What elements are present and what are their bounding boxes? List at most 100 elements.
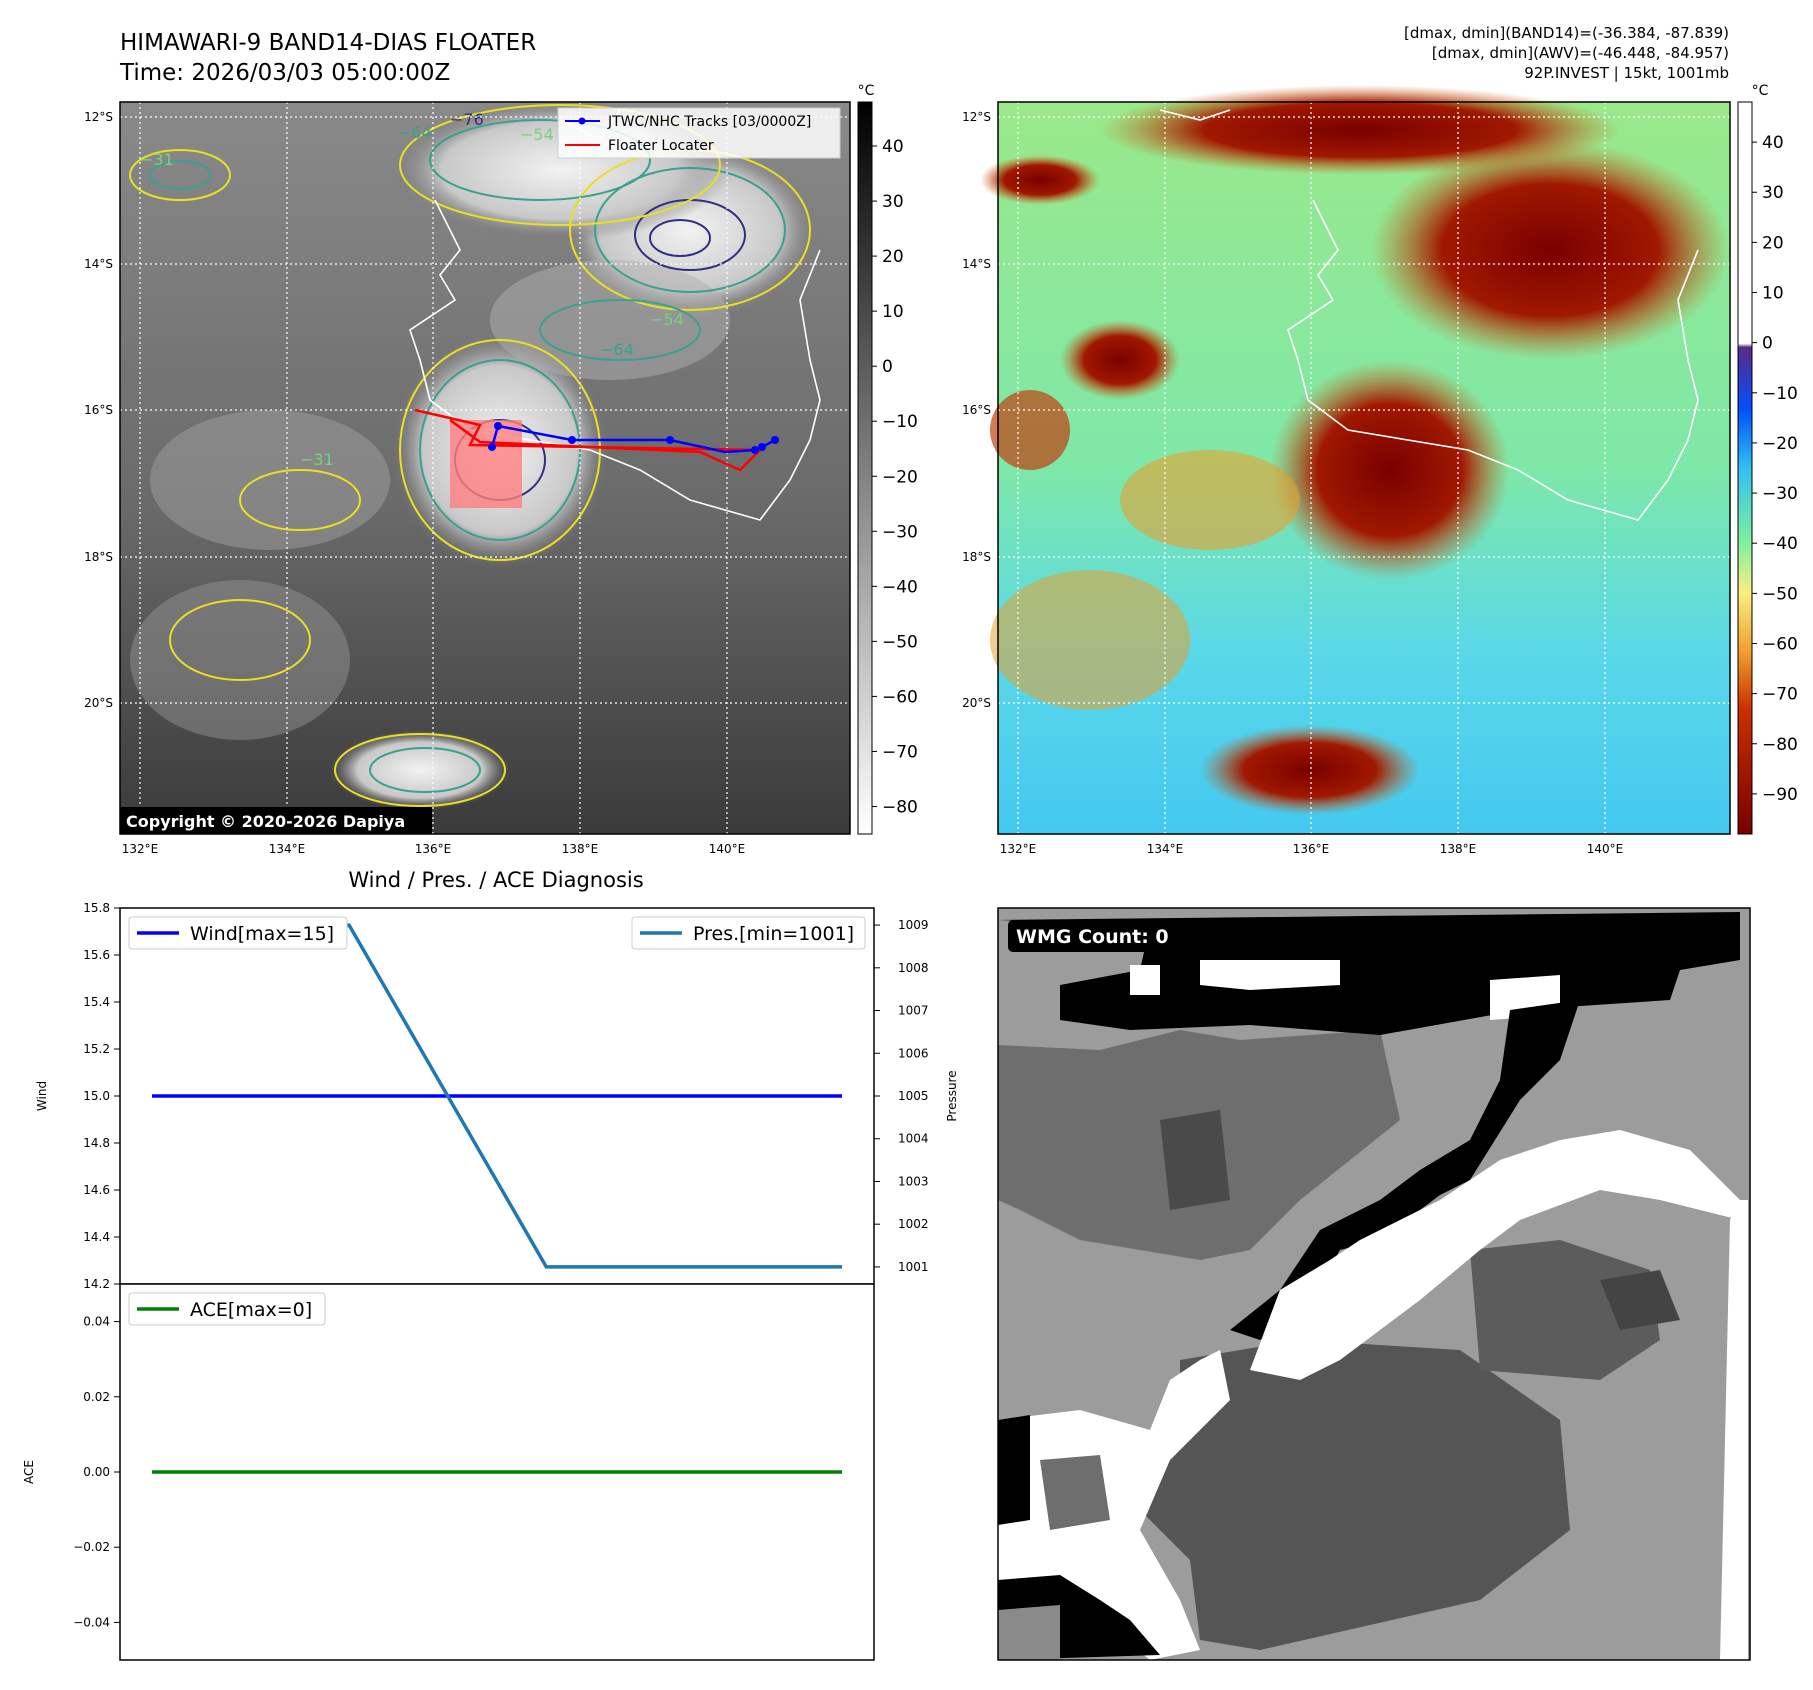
svg-text:136°E: 136°E [1293,842,1330,856]
svg-text:−76: −76 [450,110,484,129]
wind-tick-label: 15.6 [83,948,110,962]
svg-text:138°E: 138°E [1440,842,1477,856]
svg-text:16°S: 16°S [84,403,113,417]
awv-colorbar-tick-label: −50 [1762,584,1798,604]
ace-legend: ACE[max=0] [128,1292,326,1326]
copyright-box [120,807,432,834]
awv-colorbar-tick-label: −10 [1762,384,1798,404]
ace-tick-label: −0.02 [73,1540,110,1554]
wind-tick-label: 15.4 [83,995,110,1009]
ir-lon-ticks: 132°E 134°E 136°E 138°E 140°E [122,842,746,856]
ir-lat-ticks: 12°S 14°S 16°S 18°S 20°S [84,110,113,710]
legend-track-label: JTWC/NHC Tracks [03/0000Z] [607,114,811,130]
wind-tick-label: 14.2 [83,1277,110,1291]
floater-locater-path [414,408,763,472]
ir-map-frame [119,101,851,835]
pressure-legend: Pres.[min=1001] [631,916,866,950]
awv-colorbar-tick-label: 40 [1762,133,1784,153]
svg-text:−64: −64 [600,340,634,359]
info-band14: [dmax, dmin](BAND14)=(-36.384, -87.839) [1404,24,1729,42]
awv-moisture-field [980,85,1730,815]
track-point [568,436,576,444]
jtwc-track [488,422,779,454]
awv-colorbar-tick-label: −20 [1762,434,1798,454]
awv-lon-ticks: 132°E 134°E 136°E 138°E 140°E [1000,842,1624,856]
awv-coastline [1159,109,1699,521]
pressure-tick-label: 1007 [898,1004,929,1018]
awv-colorbar-tick-label: −80 [1762,735,1798,755]
awv-colorbar-tick-label: 0 [1762,334,1773,354]
awv-colorbar: °C 40 30 20 10 0 −10 −20 −30 −40 −50 −60 −70 −80 −90 [1737,83,1798,835]
track-point [666,436,674,444]
svg-text:12°S: 12°S [84,110,113,124]
ir-contour-labels: −76 −64 −54 −64 −54 −31 −31 [140,110,684,469]
ir-colorbar-tick-label: 30 [882,192,904,212]
svg-text:12°S: 12°S [962,110,991,124]
pressure-tick-label: 1004 [898,1132,929,1146]
ir-colorbar-tick-label: −10 [882,412,918,432]
ir-colorbar: °C 40 30 20 10 0 −10 −20 −30 −40 −50 −60 −70 −80 [857,83,918,835]
ace-tick-label: 0.04 [83,1315,110,1329]
svg-text:−31: −31 [300,450,334,469]
pressure-tick-label: 1006 [898,1046,929,1060]
wmg-frame [997,907,1751,1661]
svg-text:20°S: 20°S [962,696,991,710]
awv-colorbar-tick-label: −30 [1762,484,1798,504]
wind-tick-label: 14.4 [83,1230,110,1244]
wind-tick-label: 15.8 [83,901,110,915]
ace-chart: 0.04 0.02 0.00 −0.02 −0.04 ACE ACE[max=0] [22,1283,875,1661]
ir-colorbar-tick-label: 10 [882,302,904,322]
track-point [751,446,759,454]
diagnosis-title: Wind / Pres. / ACE Diagnosis [348,868,643,892]
awv-colorbar-tick-label: −90 [1762,785,1798,805]
ir-colorbar-tick-label: 0 [882,357,893,377]
svg-text:134°E: 134°E [1147,842,1184,856]
ir-colorbar-tick-label: 40 [882,137,904,157]
legend-locater-label: Floater Locater [608,138,714,154]
wind-tick-label: 15.2 [83,1042,110,1056]
ace-legend-box [128,1292,326,1326]
ir-colorbar-unit: °C [858,83,875,99]
svg-text:138°E: 138°E [562,842,599,856]
pressure-tick-label: 1001 [898,1260,929,1274]
svg-text:140°E: 140°E [1587,842,1624,856]
track-point [488,443,496,451]
ir-colorbar-gradient [857,101,873,835]
pressure-legend-box [631,916,866,950]
wind-axis-label: Wind [35,1081,49,1111]
awv-colorbar-tick-label: 30 [1762,183,1784,203]
awv-gridlines [998,102,1730,834]
ir-colorbar-tick-label: −40 [882,577,918,597]
ace-legend-label: ACE[max=0] [190,1299,312,1321]
svg-text:18°S: 18°S [84,550,113,564]
ace-axis-label: ACE [22,1460,36,1484]
svg-text:−54: −54 [650,310,684,329]
wind-legend: Wind[max=15] [128,916,348,950]
pressure-tick-label: 1009 [898,918,929,932]
awv-colorbar-tick-label: 10 [1762,284,1784,304]
awv-colorbar-tick-label: 20 [1762,233,1784,253]
ir-colorbar-tick-label: −70 [882,742,918,762]
ir-gridlines [120,102,850,834]
svg-text:136°E: 136°E [415,842,452,856]
figure-time: Time: 2026/03/03 05:00:00Z [119,60,450,86]
wmg-count-box [1008,920,1186,952]
wmg-count-label: WMG Count: 0 [1016,926,1169,948]
awv-map-frame [997,101,1731,835]
wind-legend-label: Wind[max=15] [190,923,334,945]
pressure-tick-label: 1008 [898,961,929,975]
pressure-tick-label: 1002 [898,1217,929,1231]
awv-lat-ticks: 12°S 14°S 16°S 18°S 20°S [962,110,991,710]
svg-text:−31: −31 [140,150,174,169]
awv-colorbar-tick-label: −60 [1762,634,1798,654]
ir-colorbar-tick-label: −50 [882,632,918,652]
pressure-axis-label: Pressure [945,1070,959,1121]
svg-text:134°E: 134°E [269,842,306,856]
track-point [758,443,766,451]
svg-text:132°E: 132°E [122,842,159,856]
pressure-tick-label: 1003 [898,1174,929,1188]
track-point [771,436,779,444]
copyright-text: Copyright © 2020-2026 Dapiya [126,812,405,831]
floater-locater-box [450,420,522,508]
